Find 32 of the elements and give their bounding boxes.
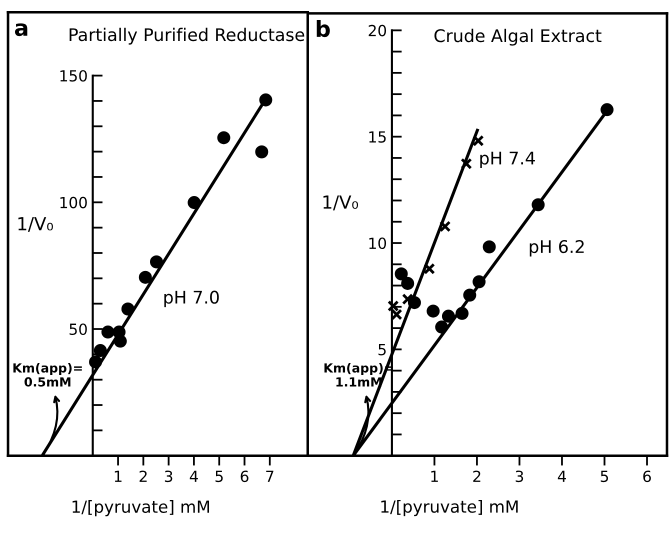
annotation: a <box>14 23 28 36</box>
x-tick-label: 3 <box>516 470 524 482</box>
series-label: pH 7.4 <box>480 152 535 168</box>
annotation: Km(app)= 0.5mM <box>13 362 82 387</box>
y-tick-label: 100 <box>60 196 87 208</box>
x-tick-label: 4 <box>558 470 566 482</box>
x-tick-label: 5 <box>216 470 223 482</box>
x-tick-label: 5 <box>600 470 608 482</box>
y-tick-label: 10 <box>369 237 386 250</box>
y-tick-label: 50 <box>70 323 87 336</box>
y-axis-title: 1/V₀ <box>323 195 358 210</box>
y-tick-label: 150 <box>60 70 87 82</box>
x-tick-label: 6 <box>240 470 248 482</box>
x-tick-label: 1 <box>431 470 438 482</box>
y-tick-label: 5 <box>378 344 386 356</box>
series-label: pH 7.0 <box>164 290 219 308</box>
text: Crude Algal Extract <box>434 28 602 46</box>
x-tick-label: 1 <box>114 470 122 482</box>
series-label: pH 6.2 <box>530 240 584 256</box>
text: Partially Purified Reductase <box>70 28 304 45</box>
annotation: b <box>316 20 330 38</box>
x-tick-label: 3 <box>164 470 172 482</box>
y-tick-label: 15 <box>369 131 386 143</box>
x-axis-title: 1/[pyruvate] mM <box>72 500 210 516</box>
y-tick-label: 20 <box>368 24 386 36</box>
x-tick-label: 7 <box>266 470 274 482</box>
x-tick-label: 2 <box>140 470 147 482</box>
x-tick-label: 6 <box>643 470 651 482</box>
x-tick-label: 2 <box>473 470 480 482</box>
y-axis-title: 1/V₀ <box>18 217 53 232</box>
x-axis-title: 1/[pyruvate] mM <box>381 500 518 516</box>
x-tick-label: 4 <box>190 470 198 482</box>
